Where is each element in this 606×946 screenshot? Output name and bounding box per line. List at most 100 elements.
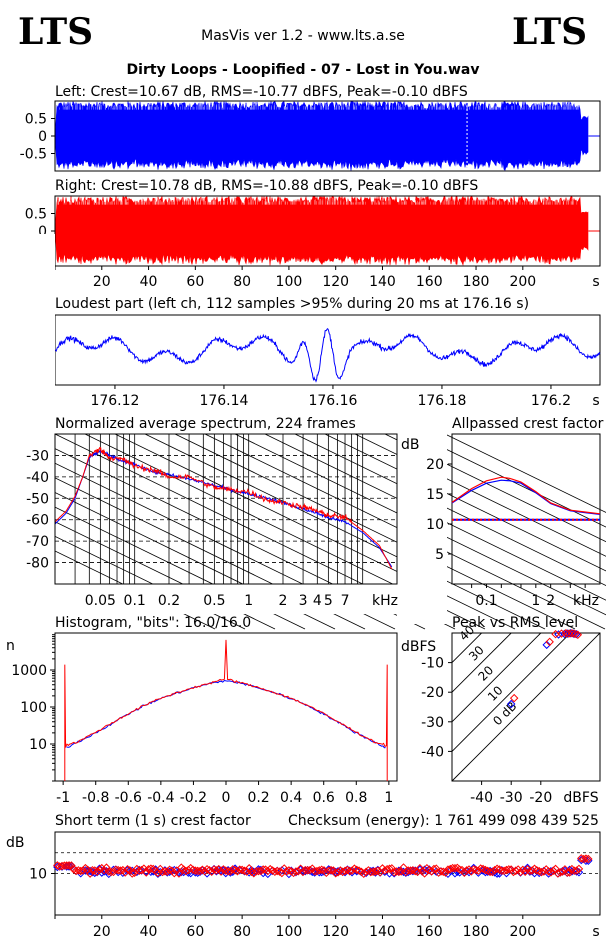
short-term-crest-title: Short term (1 s) crest factor (55, 813, 251, 829)
short-term-ylabel: dB (6, 835, 25, 851)
loudest-part-title: Loudest part (left ch, 112 samples >95% … (55, 296, 529, 312)
x-tick-label: 0.6 (313, 790, 335, 806)
crest-point (429, 864, 439, 874)
mask (397, 424, 447, 624)
x-unit-label: s (592, 924, 599, 940)
peak-vs-rms-title: Peak vs RMS level (452, 615, 578, 631)
spectrum-series-line (54, 446, 393, 570)
x-tick-label: 176.12 (90, 393, 139, 409)
x-unit-label: s (592, 274, 599, 290)
crest-point (357, 867, 366, 877)
crest-diagonal (451, 632, 571, 752)
x-tick-label: 2 (546, 593, 555, 609)
x-tick-label: 1 (384, 790, 393, 806)
x-tick-label: 60 (186, 924, 204, 940)
crest-point (385, 864, 394, 873)
x-tick-label: 120 (322, 274, 349, 290)
y-tick-label: 0 (38, 224, 47, 240)
crest-point (251, 867, 261, 876)
x-tick-label: 100 (276, 274, 303, 290)
x-tick-label: 176.16 (308, 393, 357, 409)
y-tick-label: -30 (26, 448, 49, 464)
x-tick-label: -40 (470, 790, 493, 806)
x-tick-label: 200 (509, 274, 536, 290)
crest-point (513, 865, 523, 874)
x-tick-label: 0.8 (345, 790, 367, 806)
x-tick-label: 180 (463, 924, 490, 940)
x-tick-label: 0.4 (280, 790, 302, 806)
x-tick-label: 5 (324, 593, 333, 609)
mask (0, 234, 55, 634)
crest-series-line (451, 476, 601, 515)
plot-frame (451, 433, 601, 585)
crest-point (83, 865, 92, 875)
diagonal-grid (264, 433, 606, 601)
y-tick-label: -50 (26, 491, 49, 507)
x-tick-label: 1 (244, 593, 253, 609)
x-tick-label: 40 (140, 924, 158, 940)
y-tick-label: 100 (20, 700, 47, 716)
crest-point (148, 864, 158, 874)
y-tick-label: -10 (421, 656, 444, 672)
diagonal-grid (414, 433, 606, 528)
crest-point (92, 867, 102, 876)
crest-point (242, 867, 252, 876)
diagonal-grid (174, 433, 576, 630)
right-waveform-chart: 0.50-0.520406080100120140160180200s (20, 195, 601, 290)
crest-point (516, 867, 525, 877)
plot-frame (54, 433, 398, 585)
crest-point (301, 865, 310, 875)
x-tick-label: 20 (93, 924, 111, 940)
y-tick-label: 10 (426, 517, 444, 533)
peak-vs-rms-ylabel: dBFS (401, 639, 436, 655)
crest-point (563, 868, 572, 877)
waveform-body (54, 195, 589, 266)
y-tick-label: -20 (421, 685, 444, 701)
diagonal-grid (324, 433, 606, 572)
crest-point (539, 867, 549, 876)
crest-point (464, 865, 474, 874)
x-tick-label: -0.2 (180, 790, 207, 806)
peak-rms-point (551, 629, 560, 639)
y-tick-label: 5 (435, 547, 444, 563)
crest-point (581, 854, 591, 863)
x-unit-label: kHz (372, 593, 398, 609)
crest-point (244, 864, 254, 873)
x-tick-label: -0.4 (147, 790, 174, 806)
logo-right: LTS (512, 11, 587, 53)
crest-point (64, 861, 74, 870)
plot-frame (54, 314, 601, 386)
x-tick-label: -0.8 (82, 790, 109, 806)
loudest-waveform (54, 327, 601, 383)
y-tick-label: 15 (426, 487, 444, 503)
x-tick-label: 0 (222, 790, 231, 806)
x-tick-label: 0.1 (475, 593, 497, 609)
crest-point (67, 861, 76, 870)
crest-point (319, 866, 329, 875)
peak-rms-point (573, 630, 583, 640)
y-tick-label: 10 (29, 737, 47, 753)
histogram-series-line (66, 679, 386, 749)
x-tick-label: 176.14 (199, 393, 248, 409)
peak-rms-point (506, 699, 516, 709)
crest-point (214, 864, 223, 874)
crest-point (141, 868, 151, 877)
x-tick-label: 140 (369, 924, 396, 940)
x-tick-label: 200 (509, 924, 536, 940)
crest-point (394, 867, 404, 877)
x-tick-label: 180 (463, 274, 490, 290)
y-tick-label: 0 (38, 129, 47, 145)
checksum-text: Checksum (energy): 1 761 499 098 439 525 (288, 813, 599, 829)
x-tick-label: 100 (276, 924, 303, 940)
x-tick-label: -1 (56, 790, 70, 806)
x-tick-label: 120 (322, 924, 349, 940)
diagonal-grid (444, 433, 606, 513)
x-tick-label: 1 (531, 593, 540, 609)
x-tick-label: 140 (369, 274, 396, 290)
crest-point (579, 854, 588, 864)
x-tick-label: -0.6 (115, 790, 142, 806)
diagonal-grid (294, 433, 606, 587)
crest-point (71, 866, 81, 876)
